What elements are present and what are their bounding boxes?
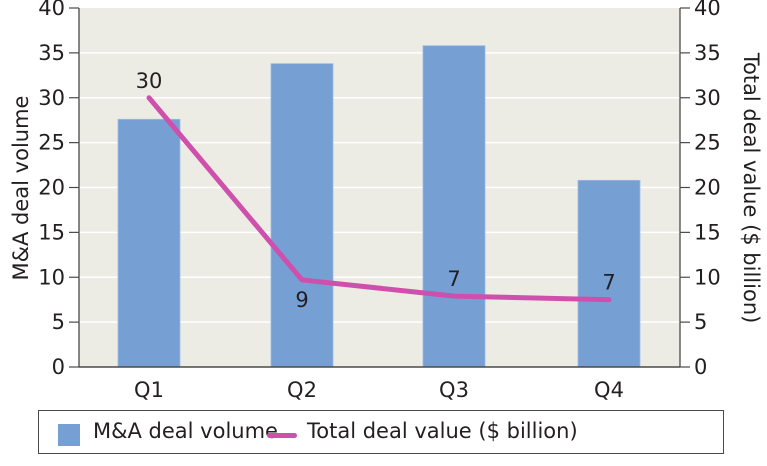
y-tick-label-left: 10 [38, 265, 65, 289]
y-axis-left-title: M&A deal volume [9, 96, 33, 281]
y-tick-label-right: 15 [694, 220, 721, 244]
y-tick-label-left: 25 [38, 131, 65, 155]
y-tick-label-right: 40 [694, 0, 721, 20]
x-ticks: Q1 Q2 Q3 Q4 [134, 378, 624, 402]
data-labels: 30 9 7 7 [136, 69, 616, 312]
y-tick-label-left: 0 [52, 355, 65, 379]
y-tick-label-left: 40 [38, 0, 65, 20]
y-tick-label-left: 20 [38, 176, 65, 200]
y-tick-label-right: 20 [694, 176, 721, 200]
data-label-q1: 30 [136, 69, 163, 93]
legend-bar-swatch [58, 424, 80, 446]
x-tick-label: Q1 [134, 378, 164, 402]
bar-q3 [422, 45, 486, 368]
x-tick-label: Q2 [287, 378, 317, 402]
legend: M&A deal volume Total deal value ($ bill… [38, 410, 724, 454]
bar-q4 [577, 179, 641, 368]
x-tick-label: Q4 [594, 378, 624, 402]
legend-line-label: Total deal value ($ billion) [307, 419, 578, 443]
data-label-q4: 7 [602, 271, 615, 295]
y-tick-label-right: 0 [694, 355, 707, 379]
y-tick-label-left: 15 [38, 220, 65, 244]
bar-q1 [117, 118, 181, 368]
y-tick-label-right: 10 [694, 265, 721, 289]
legend-line-swatch [267, 433, 297, 438]
data-label-q3: 7 [447, 267, 460, 291]
y-axis-right-title: Total deal value ($ billion) [739, 52, 763, 324]
y-tick-label-left: 35 [38, 41, 65, 65]
x-tick-label: Q3 [439, 378, 469, 402]
total-deal-value-line [146, 95, 612, 303]
y-tick-label-right: 25 [694, 131, 721, 155]
y-tick-label-right: 30 [694, 86, 721, 110]
bar-q2 [270, 63, 334, 368]
y-tick-label-left: 30 [38, 86, 65, 110]
y-tick-label-right: 35 [694, 41, 721, 65]
data-label-q2: 9 [295, 288, 308, 312]
y-tick-label-left: 5 [52, 310, 65, 334]
right-y-ticks: 0 5 10 15 20 25 30 35 40 [680, 0, 721, 379]
chart: 0 5 10 15 20 25 30 35 40 0 5 10 15 20 25 30 35 40 Q1 Q2 Q3… [9, 0, 763, 402]
y-tick-label-right: 5 [694, 310, 707, 334]
legend-bar-label: M&A deal volume [93, 419, 278, 443]
left-y-ticks: 0 5 10 15 20 25 30 35 40 [38, 0, 79, 379]
